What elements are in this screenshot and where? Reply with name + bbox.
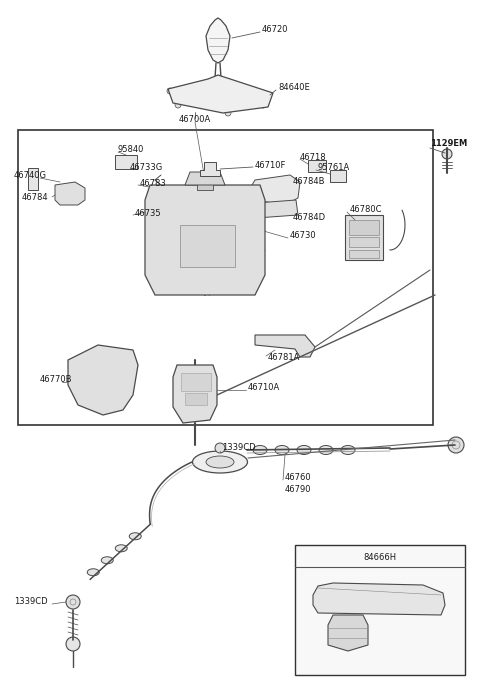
Text: 46710A: 46710A bbox=[248, 384, 280, 393]
Polygon shape bbox=[313, 583, 445, 615]
Polygon shape bbox=[250, 175, 300, 205]
Polygon shape bbox=[206, 18, 230, 63]
Ellipse shape bbox=[129, 533, 141, 540]
Bar bbox=[185, 393, 207, 405]
Text: 46735: 46735 bbox=[135, 208, 162, 218]
Bar bbox=[180, 225, 235, 267]
Ellipse shape bbox=[114, 368, 122, 376]
Ellipse shape bbox=[265, 92, 271, 98]
Polygon shape bbox=[328, 615, 368, 651]
Ellipse shape bbox=[206, 456, 234, 468]
Text: 46790: 46790 bbox=[285, 486, 312, 495]
Text: 84640E: 84640E bbox=[278, 83, 310, 92]
Text: 1339CD: 1339CD bbox=[14, 598, 48, 607]
Ellipse shape bbox=[175, 102, 181, 108]
Text: 46760: 46760 bbox=[285, 473, 312, 482]
Text: 46784D: 46784D bbox=[293, 213, 326, 222]
Text: 46733G: 46733G bbox=[130, 163, 163, 172]
Ellipse shape bbox=[260, 102, 266, 108]
Text: 46740G: 46740G bbox=[14, 170, 47, 179]
Bar bbox=[28, 168, 38, 190]
Polygon shape bbox=[255, 335, 315, 357]
Text: 46718: 46718 bbox=[300, 152, 326, 161]
Polygon shape bbox=[168, 75, 273, 113]
Text: 46784B: 46784B bbox=[293, 177, 325, 186]
Text: 46700A: 46700A bbox=[179, 115, 211, 124]
Ellipse shape bbox=[253, 445, 267, 455]
Ellipse shape bbox=[319, 445, 333, 455]
Text: 1339CD: 1339CD bbox=[222, 443, 256, 452]
Polygon shape bbox=[68, 345, 138, 415]
Bar bbox=[197, 180, 213, 190]
Text: 46720: 46720 bbox=[262, 26, 288, 35]
Bar bbox=[308, 160, 326, 172]
Ellipse shape bbox=[275, 445, 289, 455]
Text: 46781A: 46781A bbox=[268, 354, 300, 363]
Ellipse shape bbox=[87, 569, 99, 575]
Polygon shape bbox=[55, 182, 85, 205]
Text: 95840: 95840 bbox=[118, 145, 144, 154]
Ellipse shape bbox=[215, 443, 225, 453]
Ellipse shape bbox=[297, 445, 311, 455]
Polygon shape bbox=[256, 200, 298, 218]
Ellipse shape bbox=[192, 451, 248, 473]
Ellipse shape bbox=[225, 110, 231, 116]
Polygon shape bbox=[145, 185, 265, 295]
Ellipse shape bbox=[79, 366, 87, 374]
Text: 84666H: 84666H bbox=[363, 553, 396, 562]
Text: 95761A: 95761A bbox=[318, 163, 350, 172]
Bar bbox=[345, 215, 383, 260]
Ellipse shape bbox=[341, 445, 355, 455]
Ellipse shape bbox=[101, 557, 113, 564]
Bar bbox=[349, 220, 379, 235]
Text: 46784: 46784 bbox=[22, 193, 48, 202]
Polygon shape bbox=[200, 162, 220, 176]
Text: 46730: 46730 bbox=[290, 231, 317, 240]
Ellipse shape bbox=[448, 437, 464, 453]
Text: 46780C: 46780C bbox=[350, 206, 383, 215]
Polygon shape bbox=[155, 196, 175, 220]
Ellipse shape bbox=[167, 88, 173, 94]
Bar bbox=[181, 373, 211, 391]
Polygon shape bbox=[185, 172, 225, 185]
Ellipse shape bbox=[210, 86, 222, 94]
Text: 46770B: 46770B bbox=[40, 375, 72, 384]
Text: 46783: 46783 bbox=[140, 179, 167, 188]
Text: 46710F: 46710F bbox=[255, 161, 287, 170]
Text: 1129EM: 1129EM bbox=[430, 138, 467, 147]
Bar bbox=[330, 170, 346, 182]
Bar bbox=[349, 237, 379, 247]
Polygon shape bbox=[173, 365, 217, 423]
Bar bbox=[295, 545, 465, 675]
Ellipse shape bbox=[442, 149, 452, 159]
Ellipse shape bbox=[66, 637, 80, 651]
Bar bbox=[18, 130, 433, 425]
Ellipse shape bbox=[220, 30, 228, 38]
Ellipse shape bbox=[115, 545, 127, 552]
Bar bbox=[349, 250, 379, 258]
Ellipse shape bbox=[66, 595, 80, 609]
Bar bbox=[115, 155, 137, 169]
